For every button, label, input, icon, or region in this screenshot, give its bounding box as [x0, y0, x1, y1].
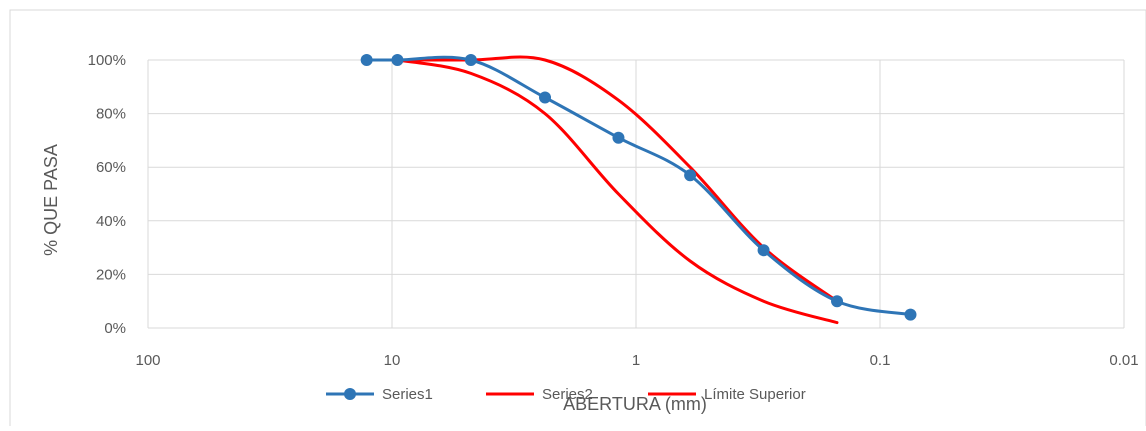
data-point-series1 — [612, 131, 625, 144]
x-tick-label: 1 — [632, 352, 640, 369]
data-point-series1 — [904, 308, 917, 321]
series-line-series2 — [395, 58, 839, 325]
data-point-series1 — [464, 54, 477, 66]
series-line-series1 — [365, 55, 912, 317]
y-tick-label: 60% — [96, 159, 126, 176]
x-axis-title: ABERTURA (mm) — [563, 394, 707, 414]
data-point-series1 — [831, 295, 844, 308]
x-tick-label: 10 — [384, 352, 401, 369]
data-point-series1 — [684, 169, 697, 182]
y-tick-label: 100% — [88, 52, 126, 69]
legend-label-series1: Series1 — [382, 386, 433, 403]
y-tick-labels: 0% 20% 40% 60% 80% 100% — [88, 52, 126, 337]
x-tick-label: 0.1 — [870, 352, 891, 369]
data-point-series1 — [757, 244, 770, 257]
data-point-series1 — [539, 91, 552, 104]
y-tick-label: 20% — [96, 266, 126, 283]
series-layer — [360, 54, 917, 325]
y-axis-title: % QUE PASA — [41, 144, 61, 256]
series-line-limite-superior — [395, 55, 839, 303]
grid-layer — [147, 59, 1125, 329]
legend-marker-series1 — [344, 388, 356, 400]
x-tick-labels: 100 10 1 0.1 0.01 — [135, 352, 1138, 369]
legend-label-series2: Series2 — [542, 386, 593, 403]
data-point-series1 — [391, 54, 404, 66]
legend-label-limite-superior: Límite Superior — [704, 386, 806, 403]
y-tick-label: 40% — [96, 213, 126, 230]
legend: Series1 Series2 Límite Superior — [326, 386, 806, 403]
data-point-series1 — [360, 54, 373, 66]
y-tick-label: 80% — [96, 106, 126, 123]
x-tick-label: 100 — [135, 352, 160, 369]
x-tick-label: 0.01 — [1109, 352, 1138, 369]
y-tick-label: 0% — [104, 320, 126, 337]
